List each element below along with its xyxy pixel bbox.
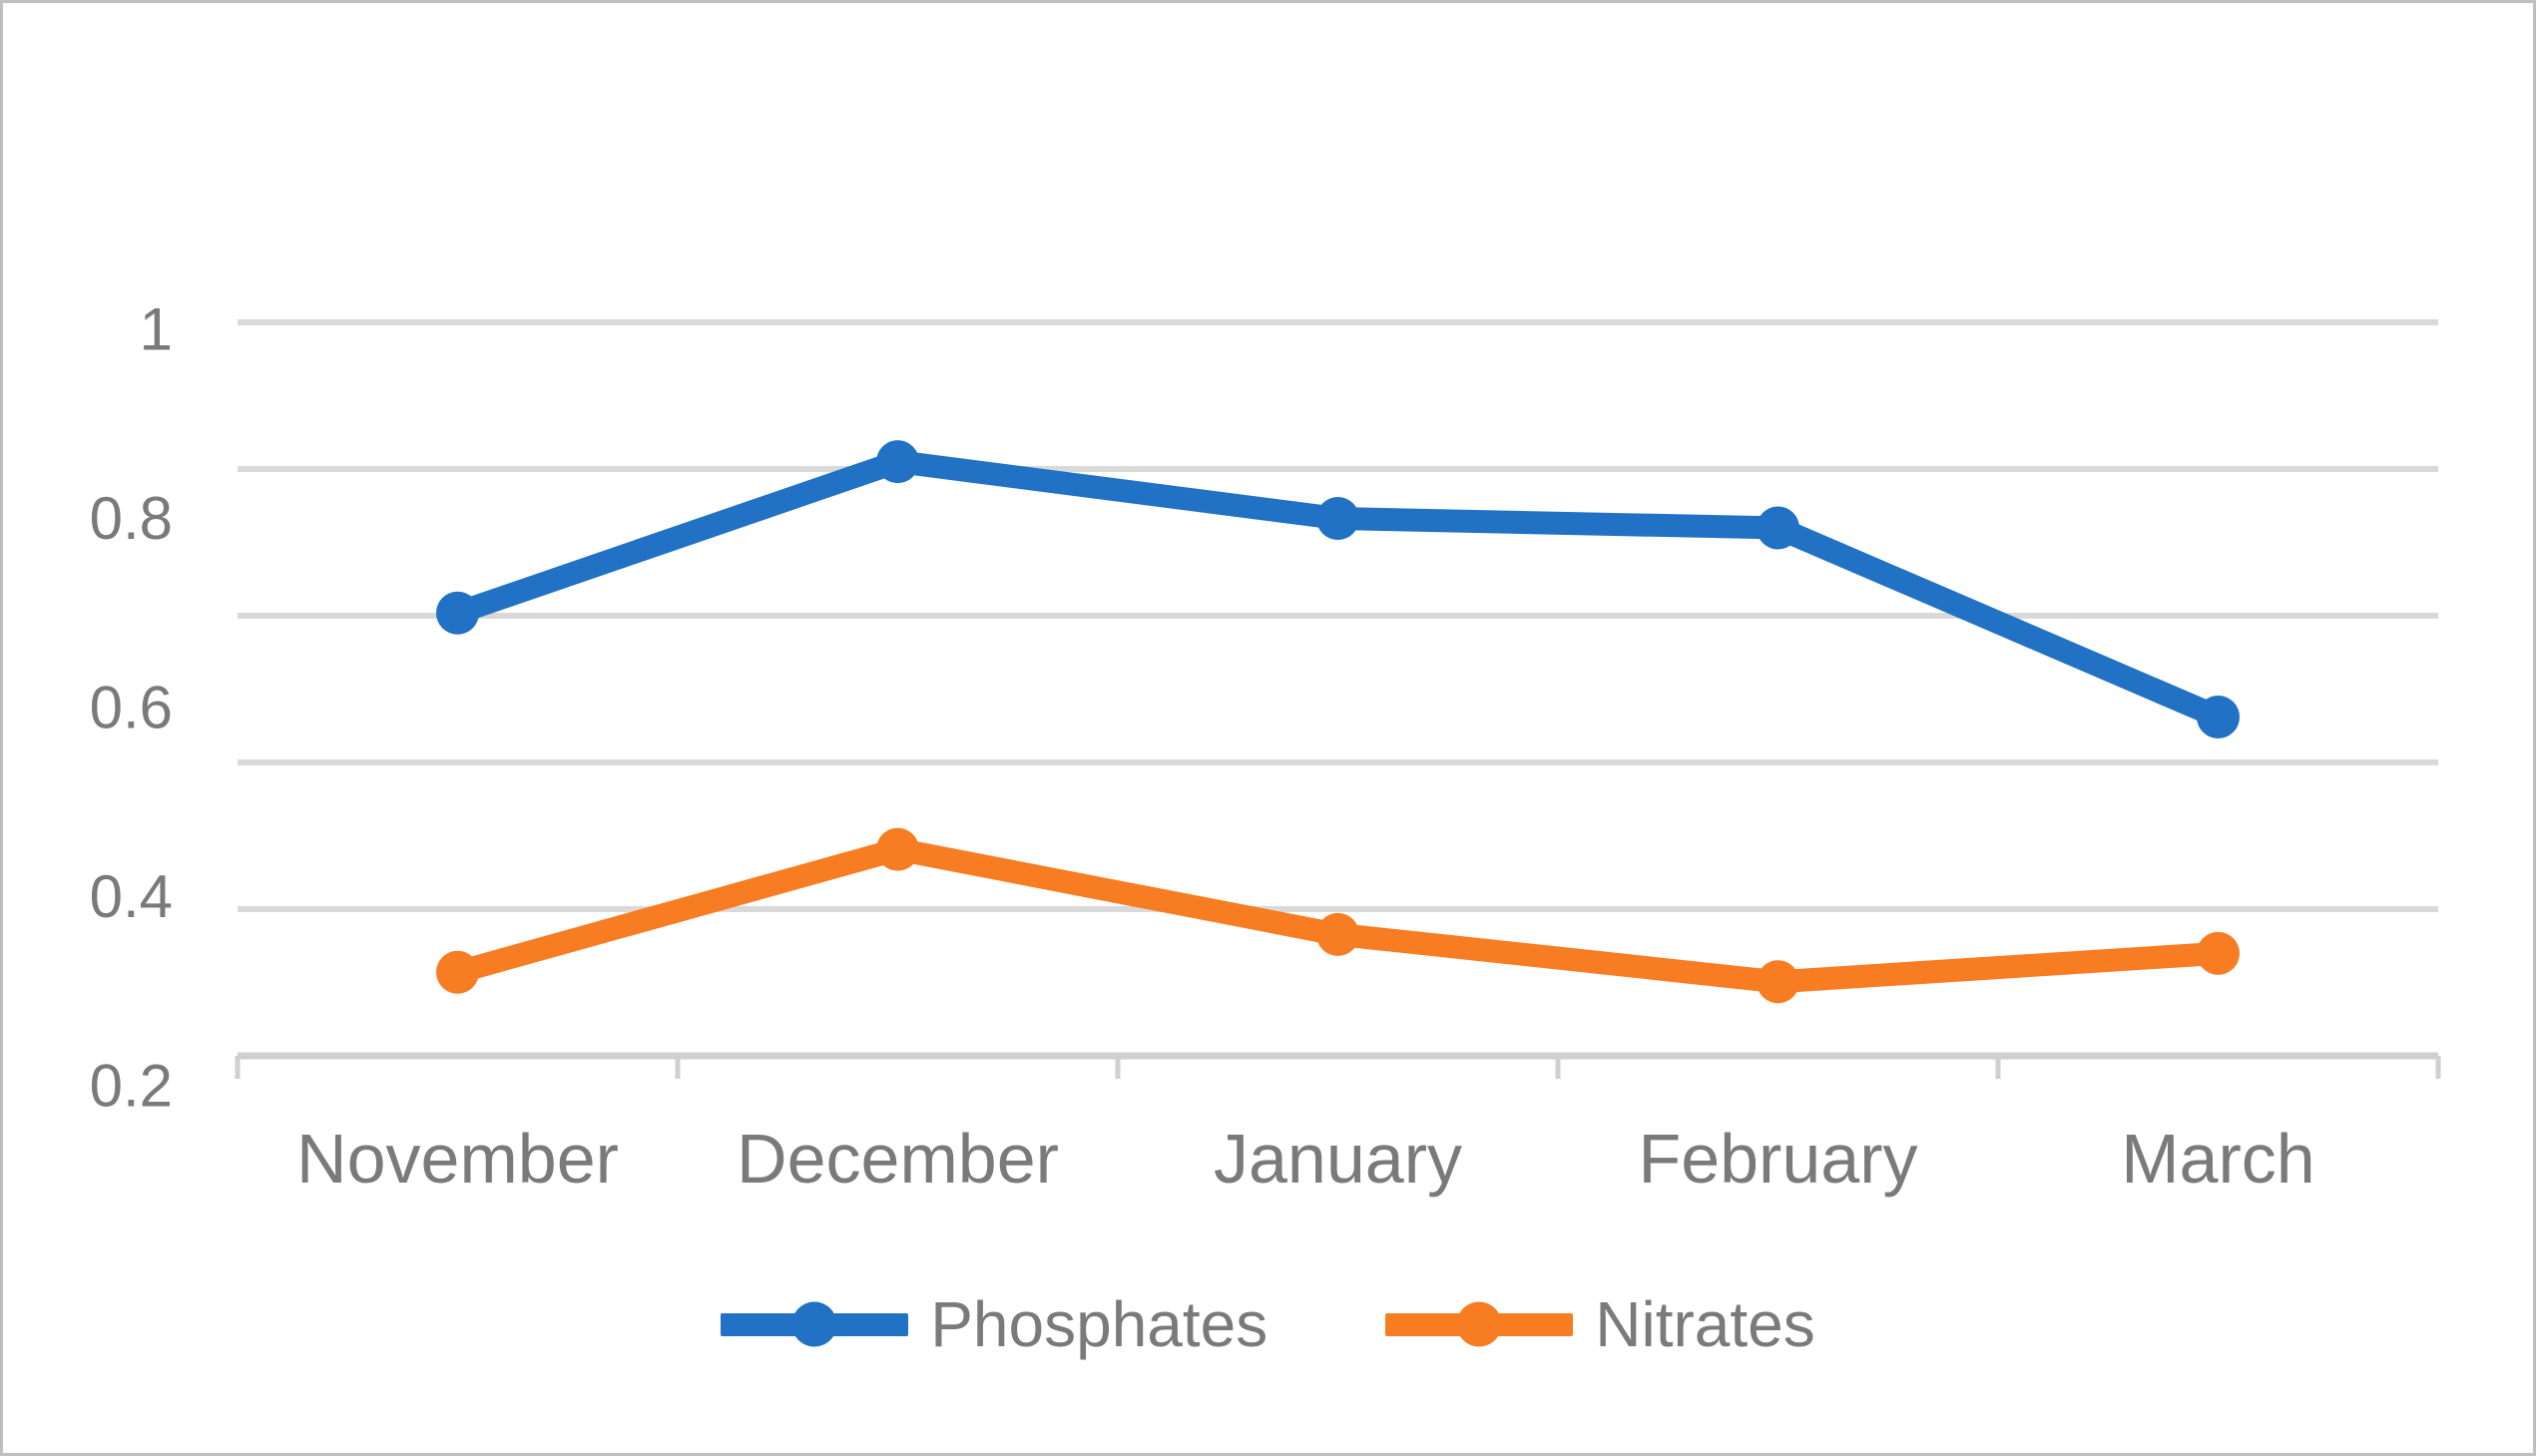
y-axis-label: 0.8 <box>90 485 173 552</box>
nitrates-point-december <box>876 827 919 871</box>
x-axis-label: January <box>1214 1120 1462 1198</box>
phosphates-point-november <box>436 591 479 635</box>
phosphates-line-swatch <box>721 1301 909 1347</box>
nitrates-point-march <box>2197 931 2240 975</box>
y-axis-label: 0.4 <box>90 863 173 930</box>
nitrates-point-november <box>436 950 479 994</box>
nitrates-marker-icon <box>1456 1301 1502 1347</box>
legend-label-nitrates: Nitrates <box>1595 1288 1815 1360</box>
phosphates-point-march <box>2197 695 2240 738</box>
y-axis-label: 0.2 <box>90 1053 173 1120</box>
phosphates-marker-icon <box>791 1301 837 1347</box>
x-axis-label: February <box>1638 1120 1917 1198</box>
chart-legend: Phosphates Nitrates <box>3 1284 2533 1364</box>
legend-label-phosphates: Phosphates <box>930 1288 1268 1360</box>
x-axis-label: December <box>737 1120 1059 1198</box>
phosphates-point-february <box>1757 506 1799 550</box>
y-axis-label: 1 <box>140 296 173 363</box>
y-axis-label: 0.6 <box>90 675 173 741</box>
phosphates-point-december <box>876 440 919 484</box>
nitrates-point-january <box>1316 912 1359 956</box>
nitrates-line-swatch <box>1385 1301 1574 1347</box>
legend-item-phosphates: Phosphates <box>721 1292 1268 1356</box>
nitrates-point-february <box>1757 960 1799 1004</box>
line-chart: 0.2 0.4 0.6 0.8 1 November December January Febr… <box>90 296 2441 1198</box>
phosphates-point-january <box>1316 497 1359 540</box>
legend-item-nitrates: Nitrates <box>1385 1292 1815 1356</box>
x-axis-label: March <box>2121 1120 2314 1198</box>
x-axis-label: November <box>296 1120 619 1198</box>
